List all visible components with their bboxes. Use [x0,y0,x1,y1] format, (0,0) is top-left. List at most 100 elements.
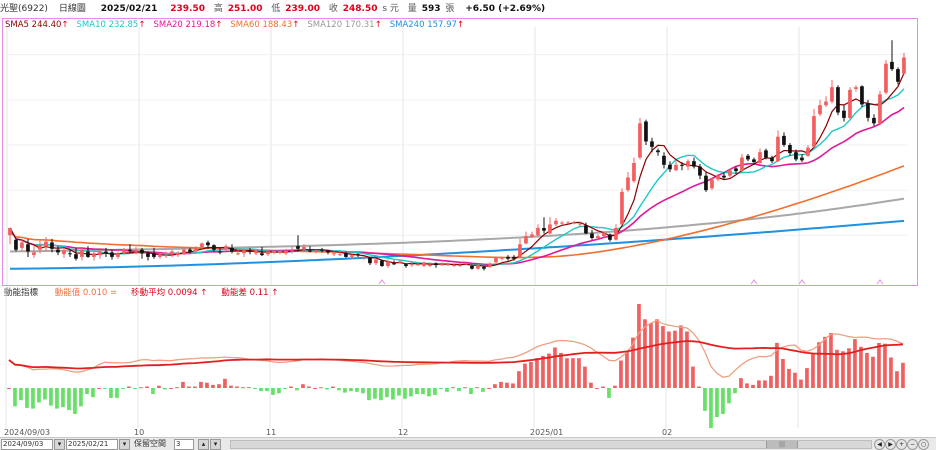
candle-body [374,259,378,264]
momentum-bar [583,366,587,388]
momentum-bar [577,358,581,388]
candle-body [266,251,270,255]
momentum-bar [361,388,365,394]
stock-name[interactable]: 光聖(6922) [0,4,48,14]
momentum-bar [265,388,269,392]
momentum-bar [151,388,155,395]
candle-body [512,256,516,259]
end-date-dropdown[interactable]: ▾ [119,439,130,450]
price-change: +6.50 (+2.69%) [465,4,546,14]
candle-body [728,170,732,176]
start-date-field[interactable]: 2024/09/03 [1,439,53,450]
candle-body [146,253,150,257]
up-arrow-icon: ↑ [374,20,382,30]
candle-body [344,253,348,257]
candle-body [380,260,384,266]
reset-view-icon[interactable]: ○ [918,439,929,450]
momentum-bar [529,362,533,388]
momentum-bar [589,382,593,388]
horizontal-scrollbar[interactable]: ||| [230,440,872,449]
momentum-bar [715,388,719,417]
candle-body [470,266,474,269]
zoom-in-icon[interactable]: + [896,439,907,450]
candle-body [602,232,606,237]
scroll-left-icon[interactable]: ◀ [874,439,885,450]
momentum-bar [43,388,47,400]
momentum-bar [613,385,617,388]
momentum-bar [169,388,173,389]
candle-body [140,249,144,254]
candle-body [392,263,396,265]
keep-space-stepper-down-icon[interactable]: ▾ [210,439,221,450]
candle-body [92,253,96,257]
candle-body [278,251,282,253]
momentum-bar [625,351,629,388]
scrollbar-thumb[interactable]: ||| [766,441,798,448]
momentum-bar [19,388,23,401]
momentum-bar [253,388,257,389]
momentum-bar [241,387,245,389]
candle-body [872,117,876,124]
momentum-bar [781,359,785,388]
candle-body [458,265,462,267]
indicator-legend-item: 動能值 0.010 = [54,288,118,298]
momentum-bar [469,388,473,395]
candle-body [764,150,768,158]
momentum-bar [523,363,527,388]
indicator-title: 動能指標 [4,288,39,298]
candle-body [542,228,546,231]
momentum-bar [85,388,89,395]
momentum-bar [499,381,503,388]
price-chart-panel[interactable]: SMA5 244.40↑ SMA10 232.85↑ SMA20 219.18↑ SM… [2,18,918,286]
momentum-bar [193,386,197,388]
candle-body [32,252,36,256]
candle-body [740,157,744,172]
momentum-bar [181,381,185,388]
candle-body [536,228,540,236]
sma60-line [9,165,905,259]
candle-body [560,222,564,224]
x-axis-label: 2025/01 [530,428,564,437]
momentum-bar [817,342,821,388]
momentum-bar [739,378,743,388]
candle-body [248,250,252,252]
momentum-bar [313,388,317,389]
momentum-bar [31,388,35,409]
high-price: 251.00 [227,4,263,14]
keep-space-stepper-icon[interactable]: ▴ [198,439,209,450]
momentum-bar [223,378,227,388]
candle-body [452,265,456,267]
momentum-bar [247,387,251,389]
start-date-dropdown[interactable]: ▾ [54,439,65,450]
momentum-bar [421,388,425,395]
candle-body [638,123,642,158]
momentum-bar [799,379,803,388]
candle-body [656,150,660,153]
momentum-bar [859,346,863,388]
momentum-bar [895,371,899,388]
chart-period[interactable]: 日線圖 [58,4,86,14]
sma120-line [9,197,905,253]
candle-body [758,152,762,163]
end-date-field[interactable]: 2025/02/21 [66,439,118,450]
momentum-indicator-panel[interactable]: 動能指標 動能值 0.010 = 移動平均 0.0094 ↑ 動能差 0.11 ↑ [2,288,918,428]
candle-body [152,253,156,257]
candle-body [314,250,318,252]
momentum-bar [301,384,305,388]
candle-body [404,264,408,266]
quote-header: 光聖(6922) 日線圖 2025/02/21 239.50 高 251.00 … [0,0,936,18]
x-axis: 2024/09/03 10 11 12 2025/01 02 [2,428,918,438]
candle-body [8,228,12,236]
momentum-bar [835,349,839,388]
bottom-toolbar: 2024/09/03 ▾ 2025/02/21 ▾ 保留空間 3 ▴ ▾ |||… [0,437,936,450]
scroll-right-icon[interactable]: ▶ [885,439,896,450]
candle-body [686,161,690,167]
candle-body [482,266,486,269]
candle-body [770,157,774,162]
momentum-bar [97,388,101,389]
zoom-out-icon[interactable]: − [907,439,918,450]
candle-body [524,236,528,244]
momentum-bar [889,357,893,388]
keep-space-field[interactable]: 3 [174,439,194,450]
momentum-bar [337,388,341,391]
